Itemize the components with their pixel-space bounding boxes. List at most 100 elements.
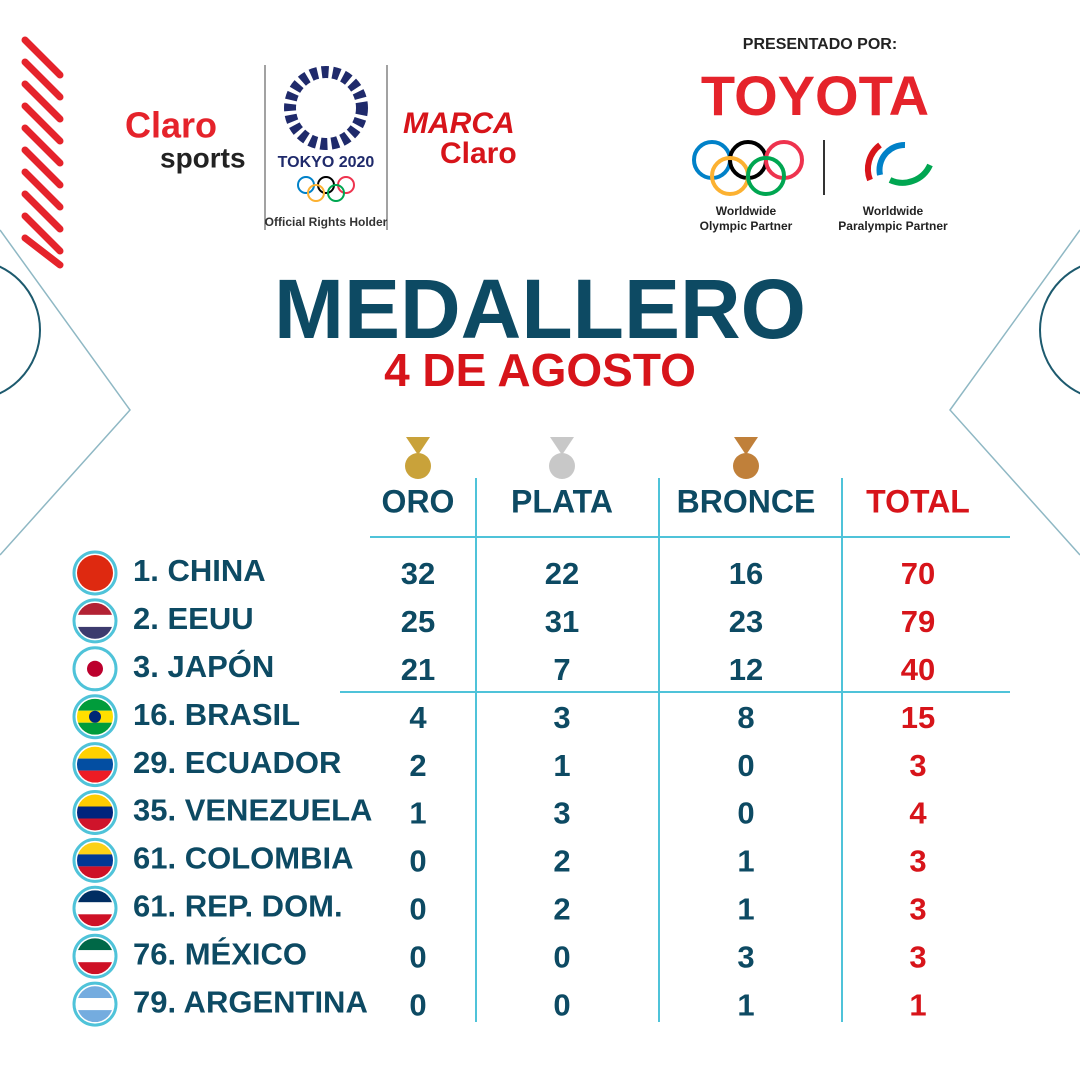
cell-value: 23: [729, 604, 763, 639]
partner-text: Worldwide: [716, 204, 777, 218]
presented-by: PRESENTADO POR:: [743, 36, 897, 53]
column-header: PLATA: [511, 483, 613, 519]
logos: Claro sports TOKYO 2020 Official Rights …: [125, 36, 948, 233]
cell-value: 25: [401, 604, 435, 639]
flag: [72, 837, 118, 883]
flag-stripe: [77, 698, 113, 711]
cell-value: 0: [737, 796, 754, 831]
flag: [72, 742, 118, 788]
cell-value: 0: [409, 844, 426, 879]
column-header: BRONCE: [677, 483, 816, 519]
flag-stripe: [77, 555, 113, 567]
marca-claro-logo: Claro: [440, 137, 517, 170]
partner-text: Worldwide: [863, 204, 924, 218]
flag-stripe: [77, 890, 113, 903]
cell-value: 3: [909, 939, 926, 974]
flag-stripe: [77, 614, 113, 627]
flag-stripe: [77, 1010, 113, 1023]
cell-value: 40: [901, 652, 935, 687]
flag-stripe: [77, 746, 113, 759]
decor: [0, 36, 1080, 556]
flag-stripe: [77, 626, 113, 639]
claro-logo: Claro: [125, 105, 217, 146]
cell-value: 1: [737, 987, 754, 1022]
flag-stripe: [77, 950, 113, 963]
cell-value: 0: [737, 748, 754, 783]
cell-value: 0: [553, 987, 570, 1022]
cell-value: 4: [909, 796, 927, 831]
column-header: TOTAL: [866, 483, 970, 519]
tokyo-label: TOKYO 2020: [278, 154, 375, 171]
flag-stripe: [77, 842, 113, 855]
flag-stripe: [77, 986, 113, 999]
country-name: 29. ECUADOR: [133, 745, 341, 780]
title: MEDALLERO: [274, 262, 806, 356]
flag-stripe: [77, 818, 113, 831]
flag-stripe: [77, 866, 113, 879]
cell-value: 3: [909, 891, 926, 926]
cell-value: 4: [409, 700, 427, 735]
cell-value: 1: [737, 891, 754, 926]
flag: [72, 981, 118, 1027]
cell-value: 2: [553, 844, 570, 879]
flag-stripe: [77, 579, 113, 591]
flag: [72, 550, 118, 596]
cell-value: 7: [553, 652, 570, 687]
country-name: 76. MÉXICO: [133, 936, 307, 971]
cell-value: 31: [545, 604, 579, 639]
cell-value: 2: [409, 748, 426, 783]
cell-value: 3: [909, 748, 926, 783]
country-name: 35. VENEZUELA: [133, 793, 372, 828]
cell-value: 70: [901, 556, 935, 591]
sports-logo: sports: [160, 142, 246, 173]
flag-stripe: [77, 914, 113, 927]
sponsor: TOYOTA: [701, 64, 929, 127]
flag: [72, 790, 118, 835]
cell-value: 1: [409, 796, 426, 831]
country-name: 16. BRASIL: [133, 697, 300, 732]
cell-value: 0: [553, 939, 570, 974]
cell-value: 1: [553, 748, 570, 783]
flag-stripe: [77, 902, 113, 915]
cell-value: 1: [909, 987, 926, 1022]
cell-value: 0: [409, 891, 426, 926]
flag: [72, 598, 118, 644]
flag-stripe: [77, 794, 113, 807]
flag-stripe: [77, 998, 113, 1011]
column-header: ORO: [382, 483, 455, 519]
cell-value: 3: [909, 844, 926, 879]
country-name: 1. CHINA: [133, 553, 266, 588]
cell-value: 15: [901, 700, 935, 735]
flag: [72, 885, 118, 931]
partner-text: Paralympic Partner: [838, 219, 948, 233]
marca-logo: MARCA: [403, 107, 515, 140]
rights-label: Official Rights Holder: [265, 215, 388, 229]
cell-value: 12: [729, 652, 763, 687]
country-name: 2. EEUU: [133, 601, 254, 636]
flag-stripe: [77, 758, 113, 771]
cell-value: 22: [545, 556, 579, 591]
cell-value: 0: [409, 987, 426, 1022]
table-lines: [340, 478, 1010, 1022]
flag: [72, 646, 118, 692]
flag-stripe: [77, 770, 113, 783]
country-name: 61. COLOMBIA: [133, 841, 353, 876]
flag-stripe: [77, 650, 113, 663]
cell-value: 21: [401, 652, 435, 687]
cell-value: 1: [737, 844, 754, 879]
flag-stripe: [77, 567, 113, 579]
cell-value: 3: [737, 939, 754, 974]
cell-value: 3: [553, 700, 570, 735]
flag-stripe: [77, 806, 113, 819]
country-name: 79. ARGENTINA: [133, 984, 368, 1019]
cell-value: 16: [729, 556, 763, 591]
flag-stripe: [77, 722, 113, 735]
flag-stripe: [77, 962, 113, 975]
cell-value: 0: [409, 939, 426, 974]
cell-value: 79: [901, 604, 935, 639]
partner-text: Olympic Partner: [700, 219, 793, 233]
flag-stripe: [77, 854, 113, 867]
subtitle: 4 DE AGOSTO: [384, 344, 696, 396]
flag-stripe: [77, 674, 113, 687]
